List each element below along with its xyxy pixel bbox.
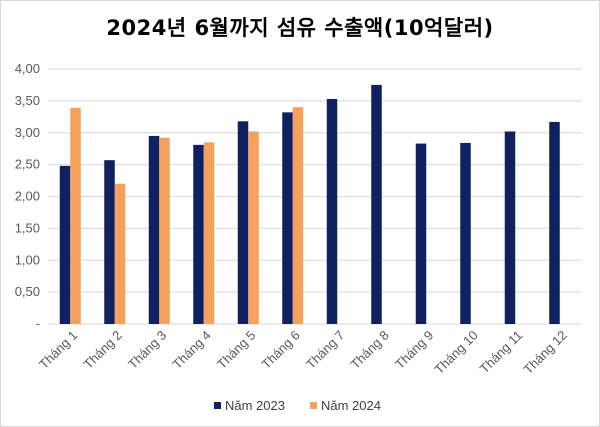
y-tick-label: 0,50 [15,284,40,299]
x-tick-label: Tháng 10 [431,328,480,377]
bar-năm-2023-6 [282,112,293,324]
bar-năm-2023-3 [148,135,160,324]
x-tick-label: Tháng 3 [125,328,169,372]
x-tick-label: Tháng 5 [214,328,258,372]
legend-label: Năm 2024 [321,398,381,413]
legend-swatch [214,402,221,409]
bar-năm-2024-1 [70,107,81,324]
bar-năm-2023-4 [193,144,204,324]
y-tick-label: 2,00 [15,189,40,204]
x-tick-label: Tháng 1 [36,328,80,372]
bar-năm-2024-2 [114,183,126,324]
x-tick-label: Tháng 9 [392,328,436,372]
legend: Năm 2023 Năm 2024 [214,398,381,413]
legend-label: Năm 2023 [225,398,285,413]
y-tick-label: 1,50 [15,220,40,235]
bar-năm-2023-8 [371,84,382,324]
y-tick-label: - [36,316,40,331]
bar-năm-2024-6 [292,107,304,324]
x-tick-label: Tháng 4 [170,328,214,372]
bar-năm-2023-9 [415,143,427,324]
bar-năm-2023-12 [549,121,560,324]
bar-năm-2024-4 [203,142,215,324]
x-tick-label: Tháng 2 [81,328,125,372]
gridlines [48,68,582,325]
bar-năm-2023-2 [104,160,115,324]
x-axis-ticks: Tháng 1 Tháng 2 Tháng 3 Tháng 4 Tháng 5 Tháng… [36,328,570,377]
y-tick-label: 3,50 [15,93,40,108]
y-tick-label: 3,00 [15,125,40,140]
bar-năm-2023-5 [237,121,249,325]
bar-năm-2024-3 [159,137,170,324]
bar-năm-2024-5 [248,131,259,324]
bar-năm-2023-11 [504,131,516,324]
x-tick-label: Tháng 7 [303,328,347,372]
bar-năm-2023-1 [59,165,71,324]
bar-năm-2023-10 [460,142,471,324]
x-tick-label: Tháng 11 [477,328,526,377]
y-tick-label: 1,00 [15,252,40,267]
y-axis-ticks: - 0,50 1,00 1,50 2,00 2,50 3,00 3,50 4,00 [15,61,40,331]
x-tick-label: Tháng 6 [259,328,303,372]
bar-năm-2023-7 [326,98,338,325]
x-tick-label: Tháng 8 [348,328,392,372]
y-tick-label: 2,50 [15,157,40,172]
chart-title: 2024년 6월까지 섬유 수출액(10억달러) [106,16,494,40]
legend-swatch [310,402,317,409]
bars [59,84,560,325]
y-tick-label: 4,00 [15,61,40,76]
x-tick-label: Tháng 12 [520,328,569,377]
